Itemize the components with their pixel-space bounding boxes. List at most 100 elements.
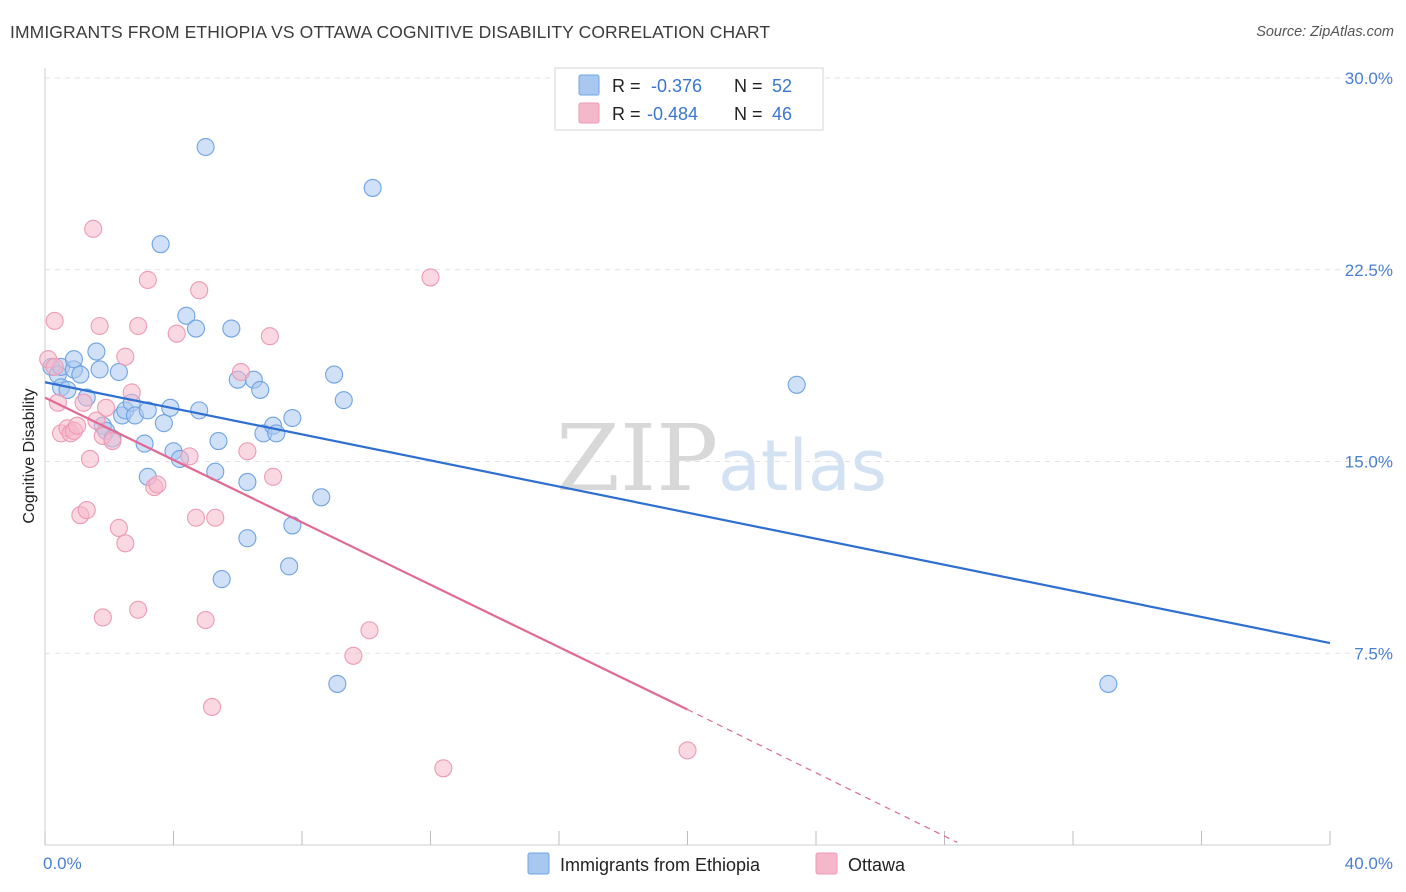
ethiopia-point-51 — [787, 375, 806, 394]
ottawa-point-23 — [122, 383, 141, 402]
ethiopia-point-39 — [251, 380, 270, 399]
ethiopia-point-43 — [280, 557, 299, 576]
ottawa-point-38 — [260, 327, 279, 346]
legend-bottom-swatch-ottawa — [815, 852, 838, 875]
legend-box — [554, 67, 824, 131]
y-tick-labels: 7.5% 15.0% 22.5% 30.0% — [1345, 69, 1393, 663]
legend-swatch-ethiopia — [578, 74, 600, 96]
ottawa-point-33 — [196, 610, 215, 630]
ethiopia-point-49 — [334, 391, 353, 410]
chart-title: IMMIGRANTS FROM ETHIOPIA VS OTTAWA COGNI… — [10, 22, 771, 42]
ottawa-point-15 — [90, 316, 109, 336]
ethiopia-point-33 — [212, 570, 231, 589]
legend-r-label-ethiopia: R = — [612, 76, 641, 96]
ottawa-point-10 — [74, 393, 93, 412]
ottawa-point-20 — [109, 518, 128, 538]
ottawa-point-28 — [148, 475, 167, 494]
ottawa-point-1 — [45, 357, 64, 376]
ethiopia-point-6 — [64, 350, 83, 369]
ottawa-point-21 — [116, 534, 135, 553]
ethiopia-point-29 — [190, 401, 209, 420]
x-tick-label-1: 40.0% — [1345, 854, 1393, 873]
ethiopia-point-7 — [71, 365, 90, 384]
ottawa-point-35 — [206, 508, 225, 527]
ottawa-point-41 — [360, 621, 379, 640]
legend-n-value-ottawa: 46 — [772, 104, 792, 124]
ethiopia-point-34 — [222, 319, 241, 338]
watermark-zip: ZIP — [556, 405, 718, 512]
grid-lines — [45, 77, 1395, 654]
ethiopia-point-50 — [363, 178, 382, 197]
legend-r-label-ottawa: R = — [612, 104, 641, 124]
ottawa-point-42 — [421, 268, 440, 287]
ethiopia-point-23 — [154, 414, 173, 433]
ottawa-point-32 — [190, 281, 209, 300]
ethiopia-point-48 — [328, 674, 347, 693]
ethiopia-point-14 — [109, 362, 128, 382]
axes — [44, 68, 1331, 846]
ottawa-trend-line — [44, 396, 688, 711]
ottawa-point-12 — [80, 449, 100, 468]
y-tick-label-2: 22.5% — [1345, 261, 1393, 280]
chart-source: Source: ZipAtlas.com — [1256, 24, 1394, 40]
legend-bottom-label-ethiopia: Immigrants from Ethiopia — [560, 855, 761, 875]
x-tick-labels: 0.0% 40.0% — [43, 854, 1393, 873]
ottawa-trend-extension — [687, 708, 958, 843]
ethiopia-point-20 — [138, 401, 157, 420]
y-tick-label-3: 30.0% — [1345, 69, 1393, 88]
ottawa-point-30 — [180, 447, 199, 466]
ottawa-point-39 — [264, 467, 283, 486]
ethiopia-point-36 — [238, 529, 257, 548]
ottawa-point-40 — [344, 646, 363, 665]
ottawa-point-24 — [129, 600, 148, 619]
ottawa-point-8 — [68, 416, 87, 435]
watermark-atlas: atlas — [718, 425, 887, 507]
ethiopia-point-37 — [238, 472, 257, 492]
ottawa-point-29 — [167, 324, 186, 343]
y-axis-label: Cognitive Disability — [21, 388, 38, 523]
ethiopia-point-46 — [312, 488, 331, 507]
ethiopia-point-9 — [87, 342, 106, 361]
ottawa-point-37 — [238, 442, 257, 461]
ethiopia-point-44 — [283, 408, 302, 428]
legend-bottom-label-ottawa: Ottawa — [848, 855, 906, 875]
y-tick-label-1: 15.0% — [1345, 453, 1393, 472]
ottawa-point-34 — [203, 697, 222, 716]
series-ottawa — [39, 219, 697, 778]
ethiopia-trend-line — [44, 381, 1331, 645]
ethiopia-point-52 — [1099, 674, 1118, 693]
y-tick-label-0: 7.5% — [1354, 644, 1393, 663]
ottawa-point-22 — [116, 347, 135, 366]
ottawa-point-11 — [77, 501, 96, 520]
ottawa-point-19 — [103, 431, 122, 451]
ethiopia-point-47 — [325, 365, 344, 384]
ottawa-point-31 — [186, 508, 206, 527]
ottawa-point-25 — [129, 316, 148, 336]
legend-n-label-ottawa: N = — [734, 104, 763, 124]
legend-r-value-ottawa: -0.484 — [647, 104, 698, 124]
ottawa-point-18 — [96, 398, 116, 417]
ottawa-point-26 — [138, 270, 157, 290]
legend-n-label-ethiopia: N = — [734, 76, 763, 96]
trend-layer — [44, 381, 1331, 843]
ottawa-point-36 — [231, 362, 251, 382]
ethiopia-point-30 — [196, 137, 215, 157]
legend-swatch-ottawa — [578, 102, 600, 124]
watermark: ZIP atlas — [556, 405, 887, 512]
ottawa-point-16 — [93, 608, 112, 627]
legend-bottom-swatch-ethiopia — [527, 852, 550, 875]
x-tick-label-0: 0.0% — [43, 854, 82, 873]
ottawa-point-13 — [84, 219, 103, 238]
ethiopia-point-27 — [177, 306, 196, 325]
ottawa-point-2 — [45, 311, 64, 330]
series-layer — [39, 137, 1118, 778]
ethiopia-point-28 — [186, 319, 206, 338]
ethiopia-point-32 — [209, 431, 228, 451]
legend-bottom: Immigrants from Ethiopia Ottawa — [527, 852, 906, 875]
legend-r-value-ethiopia: -0.376 — [651, 76, 702, 96]
legend-top: R = -0.376 N = 52 R = -0.484 N = 46 — [554, 67, 824, 131]
ethiopia-point-10 — [90, 360, 109, 379]
ethiopia-point-22 — [151, 235, 170, 254]
legend-n-value-ethiopia: 52 — [772, 76, 792, 96]
